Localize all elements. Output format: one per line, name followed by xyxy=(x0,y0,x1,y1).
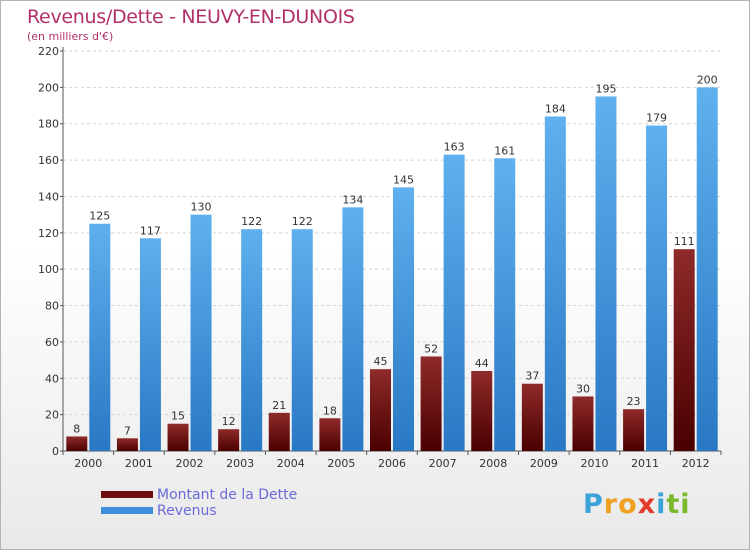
x-tick-label: 2002 xyxy=(176,457,204,470)
data-label-revenue: 117 xyxy=(140,224,161,237)
y-tick-label: 160 xyxy=(38,154,59,167)
x-tick-label: 2004 xyxy=(277,457,305,470)
bar-revenue xyxy=(190,214,212,451)
bar-debt xyxy=(319,418,341,451)
y-tick-label: 200 xyxy=(38,81,59,94)
bar-debt xyxy=(623,409,645,451)
bar-revenue xyxy=(696,87,718,451)
data-label-revenue: 200 xyxy=(697,73,718,86)
data-label-debt: 7 xyxy=(124,424,131,437)
logo-letter: o xyxy=(618,489,638,520)
data-label-debt: 30 xyxy=(576,382,590,395)
data-label-debt: 111 xyxy=(674,235,695,248)
y-tick-label: 100 xyxy=(38,263,59,276)
data-label-debt: 45 xyxy=(374,355,388,368)
data-label-revenue: 195 xyxy=(595,82,616,95)
data-label-debt: 12 xyxy=(222,415,236,428)
y-tick-label: 20 xyxy=(45,409,59,422)
bar-debt xyxy=(167,423,189,451)
data-label-debt: 8 xyxy=(73,422,80,435)
x-tick-label: 2008 xyxy=(479,457,507,470)
data-label-revenue: 134 xyxy=(342,193,363,206)
x-tick-label: 2005 xyxy=(327,457,355,470)
x-tick-label: 2009 xyxy=(530,457,558,470)
bar-revenue xyxy=(139,238,161,451)
x-tick-label: 2000 xyxy=(74,457,102,470)
data-label-revenue: 130 xyxy=(191,201,212,214)
bar-debt xyxy=(116,438,138,451)
legend-label-debt: Montant de la Dette xyxy=(157,487,298,503)
y-tick-label: 220 xyxy=(38,45,59,58)
bar-debt xyxy=(521,383,543,451)
logo-letter: i xyxy=(656,489,667,520)
y-tick-label: 0 xyxy=(52,445,59,458)
legend-label-revenue: Revenus xyxy=(157,503,217,519)
y-tick-label: 60 xyxy=(45,336,59,349)
bar-debt xyxy=(218,429,240,451)
logo-letter: i xyxy=(680,489,691,520)
bar-revenue xyxy=(544,116,566,452)
data-label-revenue: 125 xyxy=(89,210,110,223)
x-tick-label: 2007 xyxy=(429,457,457,470)
data-label-revenue: 184 xyxy=(545,102,566,115)
bar-revenue xyxy=(646,125,668,451)
y-tick-label: 40 xyxy=(45,372,59,385)
y-tick-label: 80 xyxy=(45,300,59,313)
data-label-revenue: 163 xyxy=(444,141,465,154)
bar-revenue xyxy=(89,223,111,451)
data-label-debt: 18 xyxy=(323,404,337,417)
proxiti-logo: Proxiti xyxy=(583,489,691,520)
logo-letter: x xyxy=(637,489,657,520)
bar-debt xyxy=(673,249,695,451)
chart-title: Revenus/Dette - NEUVY-EN-DUNOIS xyxy=(27,6,355,28)
x-tick-label: 2006 xyxy=(378,457,406,470)
bar-debt xyxy=(572,396,594,451)
data-label-debt: 52 xyxy=(424,342,438,355)
bar-debt xyxy=(471,371,493,451)
x-tick-label: 2011 xyxy=(631,457,659,470)
bar-revenue xyxy=(595,96,617,452)
logo-letter: P xyxy=(583,489,604,520)
bar-revenue xyxy=(291,229,313,451)
data-label-debt: 23 xyxy=(627,395,641,408)
bar-revenue xyxy=(494,158,516,452)
bar-debt xyxy=(268,412,290,451)
legend-swatch-debt xyxy=(101,491,153,498)
bar-revenue xyxy=(342,207,364,451)
data-label-revenue: 161 xyxy=(494,144,515,157)
x-tick-label: 2001 xyxy=(125,457,153,470)
data-label-debt: 37 xyxy=(525,370,539,383)
bar-debt xyxy=(370,369,391,451)
chart-subtitle: (en milliers d'€) xyxy=(27,30,114,43)
y-tick-label: 180 xyxy=(38,118,59,131)
legend-swatch-revenue xyxy=(101,507,153,514)
logo-letter: r xyxy=(603,489,619,520)
bar-debt xyxy=(66,436,88,451)
bar-revenue xyxy=(393,187,414,451)
data-label-revenue: 145 xyxy=(393,173,414,186)
x-tick-label: 2012 xyxy=(682,457,710,470)
x-tick-label: 2003 xyxy=(226,457,254,470)
logo-letter: t xyxy=(666,489,681,520)
data-label-debt: 15 xyxy=(171,410,185,423)
data-label-debt: 44 xyxy=(475,357,489,370)
x-tick-label: 2010 xyxy=(580,457,608,470)
data-label-debt: 21 xyxy=(272,399,286,412)
data-label-revenue: 122 xyxy=(241,215,262,228)
data-label-revenue: 179 xyxy=(646,112,667,125)
y-tick-label: 120 xyxy=(38,227,59,240)
data-label-revenue: 122 xyxy=(292,215,313,228)
bar-debt xyxy=(420,356,442,451)
bar-revenue xyxy=(443,154,465,452)
y-tick-label: 140 xyxy=(38,190,59,203)
bar-revenue xyxy=(241,229,263,451)
